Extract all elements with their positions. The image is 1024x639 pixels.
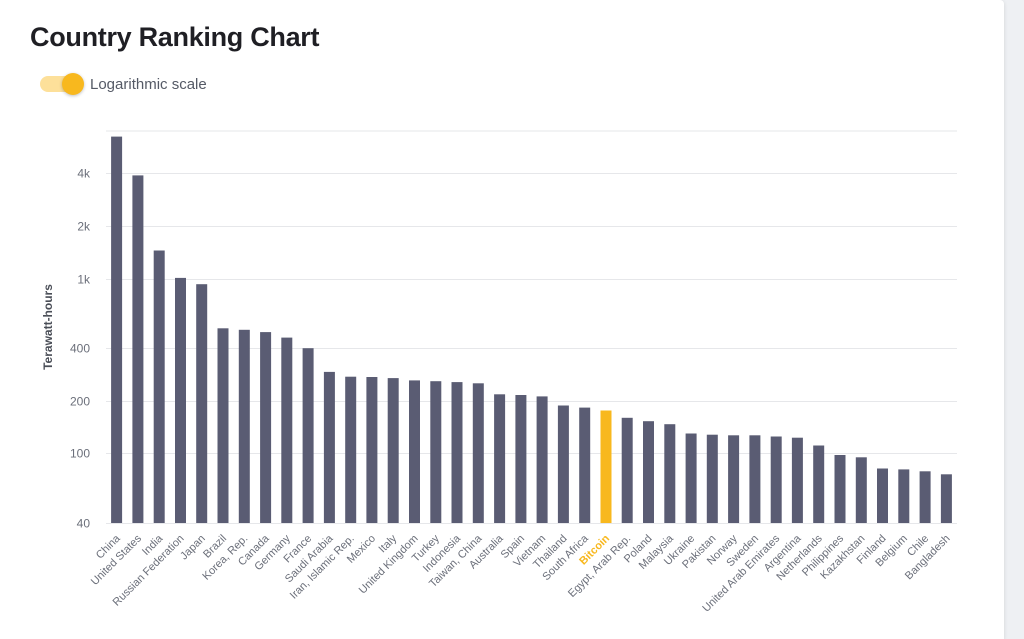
y-tick-label: 100: [70, 447, 90, 461]
bar: [302, 348, 314, 523]
bar: [217, 328, 229, 523]
toggle-label: Logarithmic scale: [90, 75, 207, 93]
y-tick-label: 200: [70, 395, 90, 409]
bar: [770, 436, 782, 523]
bar: [196, 284, 208, 523]
bar: [472, 383, 484, 523]
y-axis-title: Terawatt-hours: [41, 284, 55, 370]
bar: [536, 396, 548, 523]
bar: [345, 376, 357, 523]
bar: [706, 434, 718, 523]
y-tick-label: 40: [77, 517, 91, 531]
y-tick-label: 400: [70, 342, 90, 356]
bar: [685, 433, 697, 523]
bar: [238, 329, 250, 523]
bar: [111, 136, 123, 523]
y-tick-label: 2k: [77, 220, 91, 234]
bar: [621, 417, 633, 523]
bar: [260, 332, 272, 523]
bar: [494, 394, 506, 523]
bar: [175, 277, 186, 523]
y-tick-label: 4k: [77, 167, 91, 181]
bar: [515, 395, 527, 523]
bar: [643, 421, 654, 523]
bar: [855, 457, 867, 523]
bar: [813, 445, 825, 523]
bar: [557, 405, 569, 523]
y-tick-label: 1k: [77, 273, 91, 287]
bar: [728, 435, 740, 523]
toggle-knob[interactable]: [62, 73, 84, 95]
bar: [132, 175, 144, 523]
bar: [430, 381, 442, 523]
bar: [451, 382, 463, 523]
bar: [940, 474, 952, 523]
bar: [323, 371, 335, 523]
toggle-track[interactable]: [40, 73, 84, 95]
bar: [749, 435, 761, 523]
bar-highlight: [600, 410, 612, 523]
bar: [898, 469, 910, 523]
page-title: Country Ranking Chart: [30, 22, 320, 52]
bar: [153, 250, 165, 523]
bar: [281, 337, 293, 523]
bar: [387, 378, 399, 523]
bar: [409, 380, 420, 523]
bar: [834, 455, 846, 523]
bar: [919, 471, 931, 523]
log-scale-toggle[interactable]: Logarithmic scale: [40, 72, 207, 96]
bar: [579, 407, 591, 523]
bar: [664, 424, 676, 523]
bar: [877, 468, 888, 523]
bar: [791, 437, 803, 523]
bar: [366, 377, 378, 523]
